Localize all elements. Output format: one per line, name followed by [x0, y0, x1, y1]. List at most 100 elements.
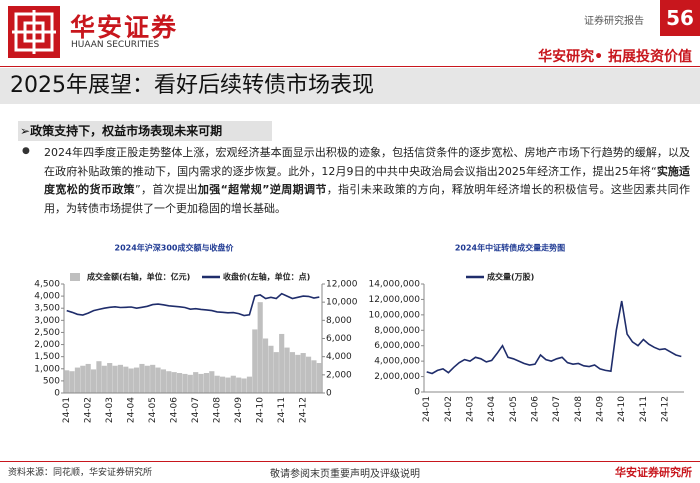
- section-heading: ➢政策支持下，权益市场表现未来可期: [20, 124, 223, 138]
- section-heading-text: 政策支持下，权益市场表现未来可期: [30, 124, 223, 138]
- x-tick-label: 24-02: [444, 396, 454, 422]
- title-bar: [0, 68, 700, 104]
- x-tick-label: 24-07: [191, 397, 201, 423]
- y-tick-label: 3,000: [34, 316, 60, 326]
- y-tick-label: 1,000: [34, 364, 60, 374]
- slogan: 华安研究• 拓展投资价值: [538, 49, 692, 65]
- heading-bar: [18, 121, 272, 141]
- bar: [252, 329, 258, 393]
- paragraph: 2024年四季度正股走势整体上涨，宏观经济基本面显示出积极的迹象，包括信贷条件的…: [44, 144, 690, 218]
- legend-label: 成交量(万股): [487, 272, 534, 282]
- x-tick-label: 24-12: [299, 397, 309, 423]
- bar: [305, 356, 312, 393]
- bar: [182, 373, 188, 393]
- x-tick-label: 24-03: [466, 396, 476, 422]
- y-tick-label: 2,000,000: [374, 372, 420, 382]
- y2-tick-label: 10,000: [326, 298, 358, 308]
- y2-tick-label: 0: [326, 389, 332, 399]
- paragraph-segment: 实施适度宽松的货币政策: [44, 164, 691, 197]
- y-tick-label: 6,000,000: [374, 341, 420, 351]
- brand-en: HUAAN SECURITIES: [71, 40, 160, 50]
- y-tick-label: 2,500: [34, 328, 60, 338]
- footer-disclaimer: 敬请参阅末页重要声明及评级说明: [270, 469, 420, 480]
- bar: [241, 378, 247, 393]
- paragraph-segment: ”，首次提出: [134, 183, 198, 196]
- bar: [74, 367, 81, 393]
- y-tick-label: 4,000: [34, 292, 60, 302]
- x-tick-label: 24-06: [531, 396, 541, 422]
- paragraph-segment: 2024年四季度正股走势整体上涨，宏观经济基本面显示出积极的迹象，包括信贷条件的…: [44, 146, 690, 178]
- bar: [101, 365, 107, 393]
- bar: [246, 376, 253, 393]
- bar: [150, 364, 156, 393]
- bar: [112, 365, 118, 393]
- y-tick-label: 10,000,000: [368, 310, 420, 320]
- bar: [171, 372, 177, 393]
- bar: [300, 353, 306, 393]
- y-tick-label: 0: [54, 389, 60, 399]
- legend-label: 收盘价(左轴，单位：点): [223, 272, 310, 282]
- bar: [64, 370, 70, 393]
- y2-tick-label: 6,000: [326, 334, 352, 344]
- x-tick-label: 24-09: [596, 396, 606, 422]
- bar: [209, 371, 215, 393]
- x-tick-label: 24-01: [62, 397, 72, 423]
- bar: [85, 363, 91, 393]
- footer-org: 华安证券研究所: [615, 466, 692, 479]
- x-tick-label: 24-03: [105, 397, 115, 423]
- x-tick-label: 24-11: [639, 396, 649, 422]
- x-tick-label: 24-06: [170, 397, 180, 423]
- x-tick-label: 24-02: [84, 397, 94, 423]
- y-tick-label: 3,500: [34, 304, 60, 314]
- y-tick-label: 2,000: [34, 340, 60, 350]
- bar: [230, 375, 236, 393]
- legend-label: 成交金额(右轴，单位：亿元): [87, 272, 190, 282]
- y2-tick-label: 2,000: [326, 370, 352, 380]
- bar: [107, 363, 113, 393]
- x-tick-label: 24-05: [148, 397, 158, 423]
- page-number: 56: [660, 0, 700, 36]
- bar: [90, 369, 97, 393]
- footer-source: 资料来源：同花顺，华安证券研究所: [8, 468, 153, 478]
- brand: 华安证券: [70, 13, 179, 42]
- bar: [279, 333, 285, 393]
- legend-swatch: [70, 273, 80, 281]
- y-tick-label: 500: [43, 376, 60, 386]
- x-tick-label: 24-12: [661, 396, 671, 422]
- y-tick-label: 1,500: [34, 352, 60, 362]
- x-tick-label: 24-04: [487, 396, 497, 422]
- paragraph-segment: ，指引未来政策的方向，释放明年经济增长的积极信号。这些因素共同作用，为转债市场提…: [44, 183, 691, 215]
- bar: [128, 368, 134, 393]
- bullet: ●: [22, 146, 30, 156]
- bar: [273, 352, 279, 393]
- x-tick-label: 24-10: [256, 397, 266, 423]
- bar: [176, 373, 183, 393]
- page-title: 2025年展望：看好后续转债市场表现: [10, 73, 374, 98]
- bar: [117, 364, 124, 393]
- bar: [166, 371, 172, 393]
- x-tick-label: 24-08: [213, 397, 223, 423]
- bar: [198, 373, 204, 393]
- bar: [69, 371, 75, 393]
- bar: [316, 363, 322, 393]
- bar: [80, 365, 86, 393]
- bar: [187, 374, 193, 393]
- x-tick-label: 24-07: [552, 396, 562, 422]
- report-type: 证券研究报告: [584, 16, 644, 27]
- x-tick-label: 24-09: [234, 397, 244, 423]
- bar: [160, 369, 167, 393]
- bar: [133, 367, 140, 393]
- logo: [8, 6, 60, 58]
- y-tick-label: 8,000,000: [374, 326, 420, 336]
- y2-tick-label: 12,000: [326, 280, 358, 290]
- chart-title: 2024年中证转债成交量走势图: [455, 243, 565, 253]
- x-tick-label: 24-01: [422, 396, 432, 422]
- y2-tick-label: 4,000: [326, 352, 352, 362]
- bar: [295, 354, 301, 393]
- y-tick-label: 4,500: [34, 280, 60, 290]
- bar: [236, 377, 242, 393]
- paragraph-segment: 加强“超常规”逆周期调节: [197, 183, 327, 196]
- bar: [123, 366, 129, 393]
